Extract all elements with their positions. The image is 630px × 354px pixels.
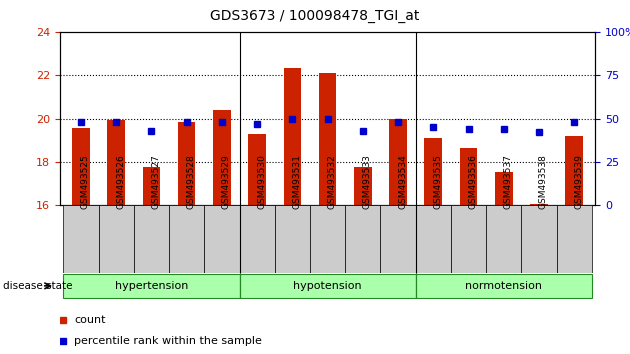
Text: count: count <box>74 315 106 325</box>
Text: normotension: normotension <box>465 281 542 291</box>
Text: GSM493532: GSM493532 <box>328 154 336 209</box>
Text: GSM493536: GSM493536 <box>469 154 478 209</box>
Bar <box>284 68 301 205</box>
Text: GSM493537: GSM493537 <box>504 154 513 209</box>
FancyBboxPatch shape <box>204 205 239 273</box>
Bar <box>72 129 90 205</box>
Text: GSM493535: GSM493535 <box>433 154 442 209</box>
Bar <box>565 136 583 205</box>
FancyBboxPatch shape <box>239 274 416 298</box>
Bar <box>425 138 442 205</box>
FancyBboxPatch shape <box>451 205 486 273</box>
Bar <box>354 167 372 205</box>
Text: GSM493525: GSM493525 <box>81 154 90 209</box>
Text: percentile rank within the sample: percentile rank within the sample <box>74 336 262 346</box>
Text: disease state: disease state <box>3 281 72 291</box>
Text: GSM493533: GSM493533 <box>363 154 372 209</box>
FancyBboxPatch shape <box>556 205 592 273</box>
FancyBboxPatch shape <box>381 205 416 273</box>
Text: hypertension: hypertension <box>115 281 188 291</box>
Bar <box>530 204 548 205</box>
FancyBboxPatch shape <box>522 205 556 273</box>
FancyBboxPatch shape <box>275 205 310 273</box>
FancyBboxPatch shape <box>99 205 134 273</box>
FancyBboxPatch shape <box>134 205 169 273</box>
Text: GSM493531: GSM493531 <box>292 154 301 209</box>
FancyBboxPatch shape <box>169 205 204 273</box>
Text: GSM493529: GSM493529 <box>222 154 231 209</box>
FancyBboxPatch shape <box>239 205 275 273</box>
FancyBboxPatch shape <box>310 205 345 273</box>
Bar <box>495 172 513 205</box>
Text: GSM493528: GSM493528 <box>186 154 196 209</box>
Bar <box>213 110 231 205</box>
Text: GSM493538: GSM493538 <box>539 154 548 209</box>
Text: GDS3673 / 100098478_TGI_at: GDS3673 / 100098478_TGI_at <box>210 9 420 23</box>
Text: GSM493534: GSM493534 <box>398 154 407 209</box>
FancyBboxPatch shape <box>416 274 592 298</box>
Bar <box>248 134 266 205</box>
Bar <box>178 122 195 205</box>
FancyBboxPatch shape <box>345 205 381 273</box>
FancyBboxPatch shape <box>64 274 239 298</box>
Bar <box>319 73 336 205</box>
Text: GSM493530: GSM493530 <box>257 154 266 209</box>
Bar <box>142 167 160 205</box>
Bar <box>389 119 407 205</box>
Text: GSM493539: GSM493539 <box>574 154 583 209</box>
Bar <box>107 120 125 205</box>
FancyBboxPatch shape <box>64 205 99 273</box>
Text: hypotension: hypotension <box>294 281 362 291</box>
Bar <box>460 148 478 205</box>
Text: GSM493526: GSM493526 <box>116 154 125 209</box>
FancyBboxPatch shape <box>416 205 451 273</box>
Text: GSM493527: GSM493527 <box>151 154 161 209</box>
FancyBboxPatch shape <box>486 205 522 273</box>
